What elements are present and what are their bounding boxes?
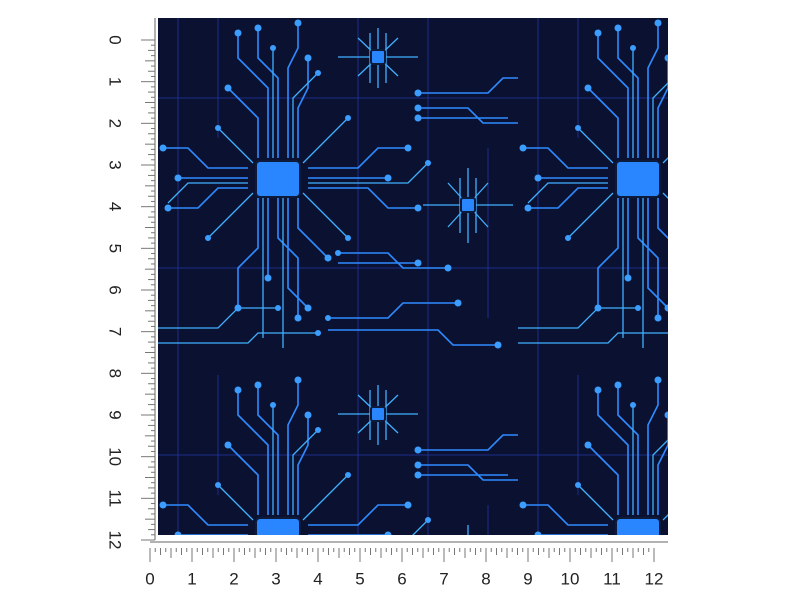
circuit-swatch xyxy=(158,18,668,535)
horizontal-ruler-label: 12 xyxy=(645,569,664,588)
horizontal-ruler-label: 10 xyxy=(561,569,580,588)
horizontal-ruler-label: 0 xyxy=(145,569,154,588)
vertical-ruler-label: 4 xyxy=(106,202,125,211)
vertical-ruler-label: 10 xyxy=(106,447,125,466)
horizontal-ruler-label: 6 xyxy=(397,569,406,588)
vertical-ruler-label: 9 xyxy=(106,410,125,419)
horizontal-ruler-label: 7 xyxy=(439,569,448,588)
horizontal-ruler-label: 5 xyxy=(355,569,364,588)
vertical-ruler-label: 1 xyxy=(106,77,125,86)
vertical-ruler-label: 0 xyxy=(106,35,125,44)
horizontal-ruler-label: 3 xyxy=(271,569,280,588)
horizontal-ruler-label: 1 xyxy=(187,569,196,588)
vertical-ruler-label: 8 xyxy=(106,369,125,378)
vertical-ruler-label: 7 xyxy=(106,327,125,336)
horizontal-ruler-label: 4 xyxy=(313,569,322,588)
vertical-ruler-label: 3 xyxy=(106,160,125,169)
vertical-ruler-label: 2 xyxy=(106,119,125,128)
vertical-ruler-label: 12 xyxy=(106,531,125,550)
horizontal-ruler-label: 9 xyxy=(523,569,532,588)
vertical-ruler-label: 11 xyxy=(106,490,125,508)
horizontal-ruler-label: 8 xyxy=(481,569,490,588)
vertical-ruler-label: 6 xyxy=(106,285,125,294)
vertical-ruler-label: 5 xyxy=(106,244,125,253)
horizontal-ruler-label: 2 xyxy=(229,569,238,588)
horizontal-ruler-label: 11 xyxy=(603,569,621,588)
